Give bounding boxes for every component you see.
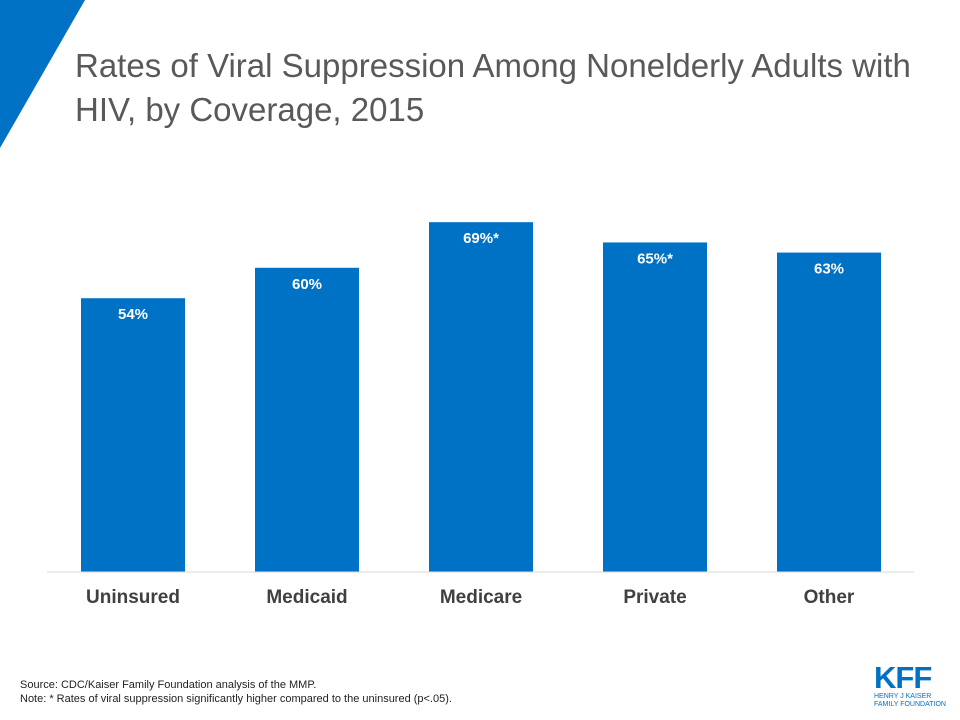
bar-medicare [429,222,533,573]
category-label-medicare: Medicare [440,587,522,608]
labels-group: 54% Uninsured 60% Medicaid 69%* Medicare 65%* P… [86,230,855,608]
significance-note: Note: * Rates of viral suppression signi… [20,693,452,705]
category-label-uninsured: Uninsured [86,587,180,608]
bar-other [777,252,881,572]
category-label-other: Other [804,587,855,608]
bar-medicaid [255,267,359,572]
bars-group [81,222,881,573]
category-label-private: Private [623,587,686,608]
footnotes: Source: CDC/Kaiser Family Foundation ana… [20,678,820,706]
bar-private [603,242,707,572]
page-title: Rates of Viral Suppression Among Nonelde… [75,47,911,128]
bar-chart: 54% Uninsured 60% Medicaid 69%* Medicare 65%* P… [47,222,914,608]
corner-accent-triangle [0,0,85,148]
kff-logo: KFF HENRY J KAISER FAMILY FOUNDATION [874,660,946,709]
kff-logo-mark: KFF [874,660,932,695]
kff-logo-line2: FAMILY FOUNDATION [874,701,946,708]
data-label-medicare: 69%* [463,230,499,247]
data-label-uninsured: 54% [118,306,148,323]
source-note: Source: CDC/Kaiser Family Foundation ana… [20,679,317,691]
bar-uninsured [81,298,185,572]
data-label-medicaid: 60% [292,276,322,293]
data-label-other: 63% [814,261,844,278]
kff-logo-line1: HENRY J KAISER [874,693,932,700]
category-label-medicaid: Medicaid [266,587,347,608]
data-label-private: 65%* [637,250,673,267]
